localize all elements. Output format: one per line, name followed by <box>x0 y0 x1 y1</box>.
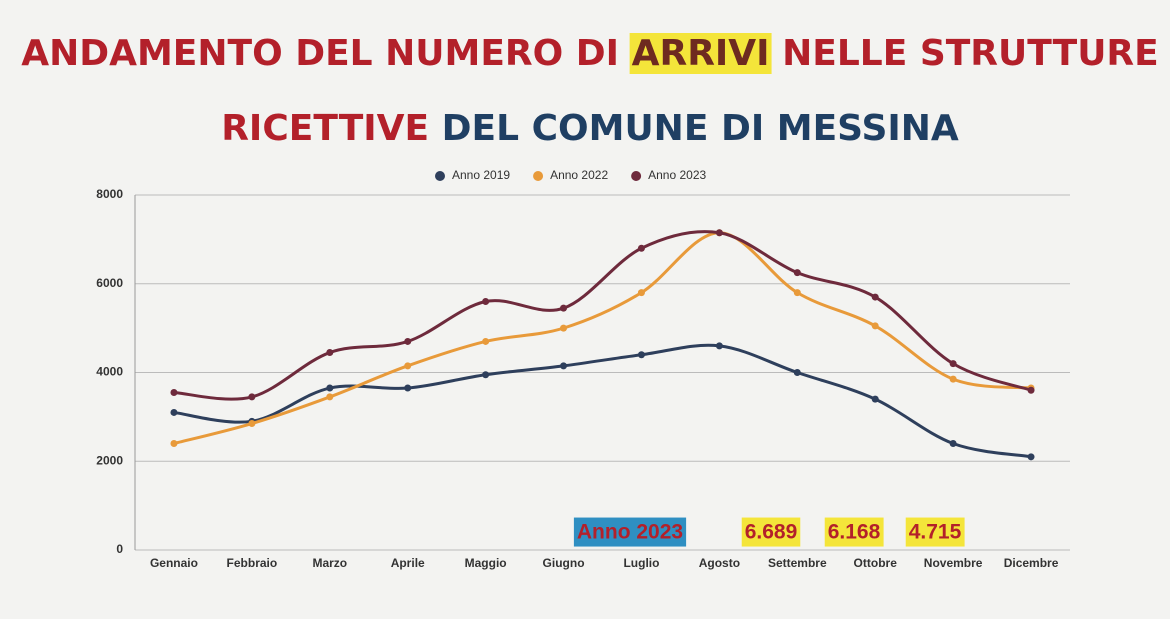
point <box>326 349 334 357</box>
title-part: NELLE STRUTTURE <box>770 33 1159 74</box>
annotation-box <box>824 517 884 547</box>
title-line: RICETTIVE DEL COMUNE DI MESSINA <box>221 108 959 149</box>
point <box>326 393 334 401</box>
title-part: RICETTIVE <box>221 108 429 149</box>
point <box>248 420 256 428</box>
legend-marker <box>533 171 544 181</box>
x-tick-label: Novembre <box>924 556 983 570</box>
point <box>482 337 490 345</box>
x-tick-label: Ottobre <box>854 556 898 570</box>
x-tick-label: Maggio <box>465 556 507 570</box>
point <box>170 408 178 416</box>
point <box>248 393 256 401</box>
legend-label: Anno 2019 <box>452 168 510 182</box>
x-tick-label: Settembre <box>768 556 827 570</box>
point <box>871 395 879 403</box>
point <box>560 362 568 370</box>
title-part: ANDAMENTO DEL NUMERO DI <box>21 33 631 74</box>
point <box>482 298 490 305</box>
annotation-box <box>741 517 801 547</box>
point <box>871 293 879 301</box>
x-tick-label: Luglio <box>623 556 659 570</box>
point <box>637 244 645 252</box>
point <box>170 388 178 396</box>
annotation-box <box>905 517 965 547</box>
annotation-box <box>573 517 687 547</box>
point <box>871 322 879 330</box>
y-tick-label: 6000 <box>96 276 123 290</box>
x-tick-label: Aprile <box>391 556 425 570</box>
x-tick-label: Dicembre <box>1004 556 1059 570</box>
point <box>170 440 178 447</box>
title-line: ANDAMENTO DEL NUMERO DI ARRIVI NELLE STR… <box>21 33 1159 74</box>
point <box>949 440 957 447</box>
point <box>715 229 723 237</box>
annotation: Anno 2023 <box>577 521 683 544</box>
title-part: ARRIVI <box>632 33 770 74</box>
point <box>637 289 645 297</box>
legend-label: Anno 2023 <box>648 168 706 182</box>
point <box>949 375 957 383</box>
x-tick-label: Agosto <box>699 556 740 570</box>
point <box>793 269 801 277</box>
annotation: 6.689 <box>745 521 798 544</box>
x-tick-label: Febbraio <box>227 556 278 570</box>
x-tick-label: Giugno <box>543 556 585 570</box>
legend-label: Anno 2022 <box>550 168 608 182</box>
y-tick-label: 0 <box>116 542 123 556</box>
series-line <box>173 343 1032 459</box>
point <box>715 342 723 350</box>
point <box>1027 453 1035 461</box>
point <box>793 289 801 297</box>
legend-marker <box>435 171 445 181</box>
point <box>1027 386 1035 394</box>
x-tick-label: Marzo <box>312 556 347 570</box>
chart-title: ANDAMENTO DEL NUMERO DI ARRIVI NELLE STR… <box>21 33 1159 149</box>
point <box>404 337 412 345</box>
point <box>560 304 568 312</box>
annotation: 6.168 <box>828 521 881 544</box>
point <box>560 324 568 332</box>
point <box>949 360 957 368</box>
y-tick-label: 2000 <box>96 453 123 467</box>
point <box>482 371 490 379</box>
point <box>326 384 334 392</box>
x-tick-label: Gennaio <box>150 556 198 570</box>
point <box>637 351 645 359</box>
title-highlight <box>629 33 772 74</box>
point <box>404 362 412 370</box>
annotation: 4.715 <box>909 521 962 544</box>
y-tick-label: 4000 <box>96 365 123 379</box>
point <box>793 369 801 376</box>
legend-marker <box>631 171 642 181</box>
point <box>404 384 412 392</box>
title-part: DEL COMUNE DI MESSINA <box>429 108 959 149</box>
y-tick-label: 8000 <box>96 187 123 201</box>
